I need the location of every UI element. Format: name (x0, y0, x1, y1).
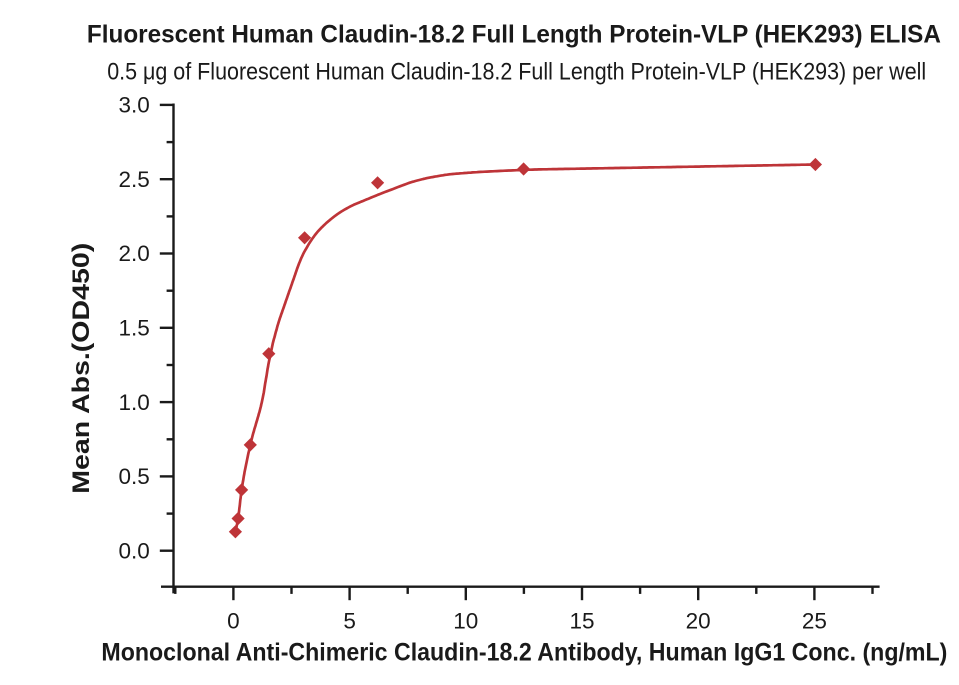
svg-text:0: 0 (227, 609, 240, 634)
svg-text:0.5 μg of Fluorescent Human Cl: 0.5 μg of Fluorescent Human Claudin-18.2… (107, 59, 926, 86)
svg-text:Mean Abs.(OD450): Mean Abs.(OD450) (68, 243, 95, 494)
svg-text:10: 10 (453, 609, 478, 634)
svg-text:2.5: 2.5 (119, 167, 150, 192)
svg-text:0.5: 0.5 (119, 464, 150, 489)
svg-text:5: 5 (343, 609, 356, 634)
svg-text:Fluorescent Human Claudin-18.2: Fluorescent Human Claudin-18.2 Full Leng… (87, 20, 941, 48)
svg-text:15: 15 (569, 609, 594, 634)
svg-text:1.0: 1.0 (119, 390, 150, 415)
svg-text:2.0: 2.0 (119, 241, 150, 266)
svg-text:20: 20 (686, 609, 711, 634)
svg-text:Monoclonal Anti-Chimeric Claud: Monoclonal Anti-Chimeric Claudin-18.2 An… (101, 638, 947, 666)
svg-text:0.0: 0.0 (119, 538, 150, 563)
svg-text:25: 25 (802, 609, 827, 634)
svg-text:1.5: 1.5 (119, 316, 150, 341)
svg-text:3.0: 3.0 (119, 93, 150, 118)
